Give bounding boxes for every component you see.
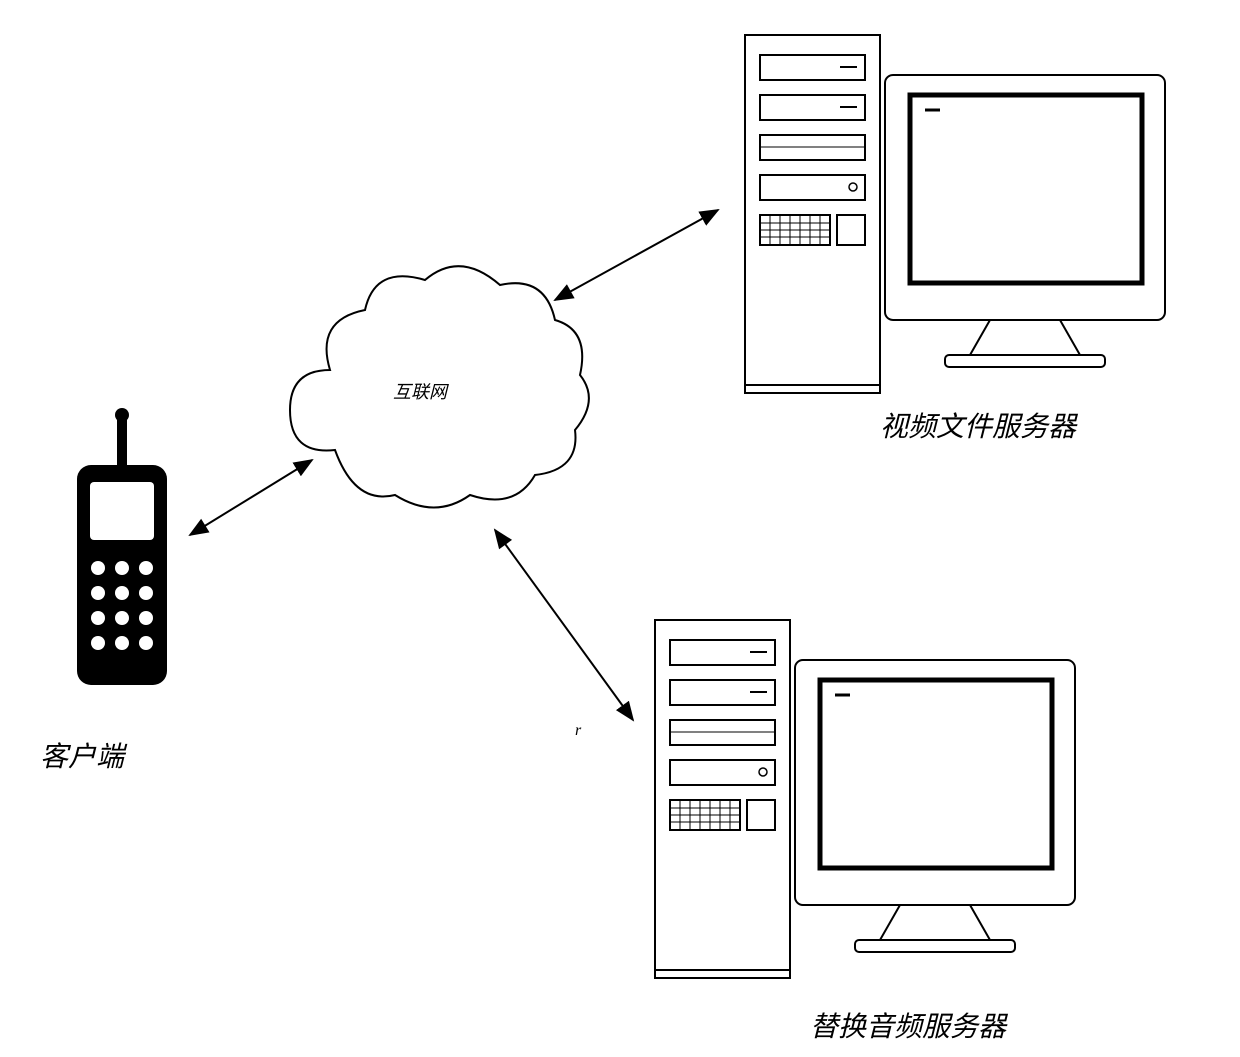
internet-label: 互联网	[393, 378, 447, 404]
diagram-canvas: r	[0, 0, 1240, 1057]
arrow-cloud-audio	[495, 530, 633, 720]
client-phone-icon	[77, 408, 167, 685]
video-server-label: 视频文件服务器	[880, 405, 1076, 445]
arrow-client-cloud	[190, 460, 312, 535]
arrow-cloud-video	[555, 210, 718, 300]
svg-text:r: r	[575, 722, 582, 739]
video-server-icon	[745, 35, 1165, 393]
audio-server-label: 替换音频服务器	[810, 1005, 1006, 1045]
client-label: 客户端	[40, 735, 124, 775]
audio-server-icon	[655, 620, 1075, 978]
